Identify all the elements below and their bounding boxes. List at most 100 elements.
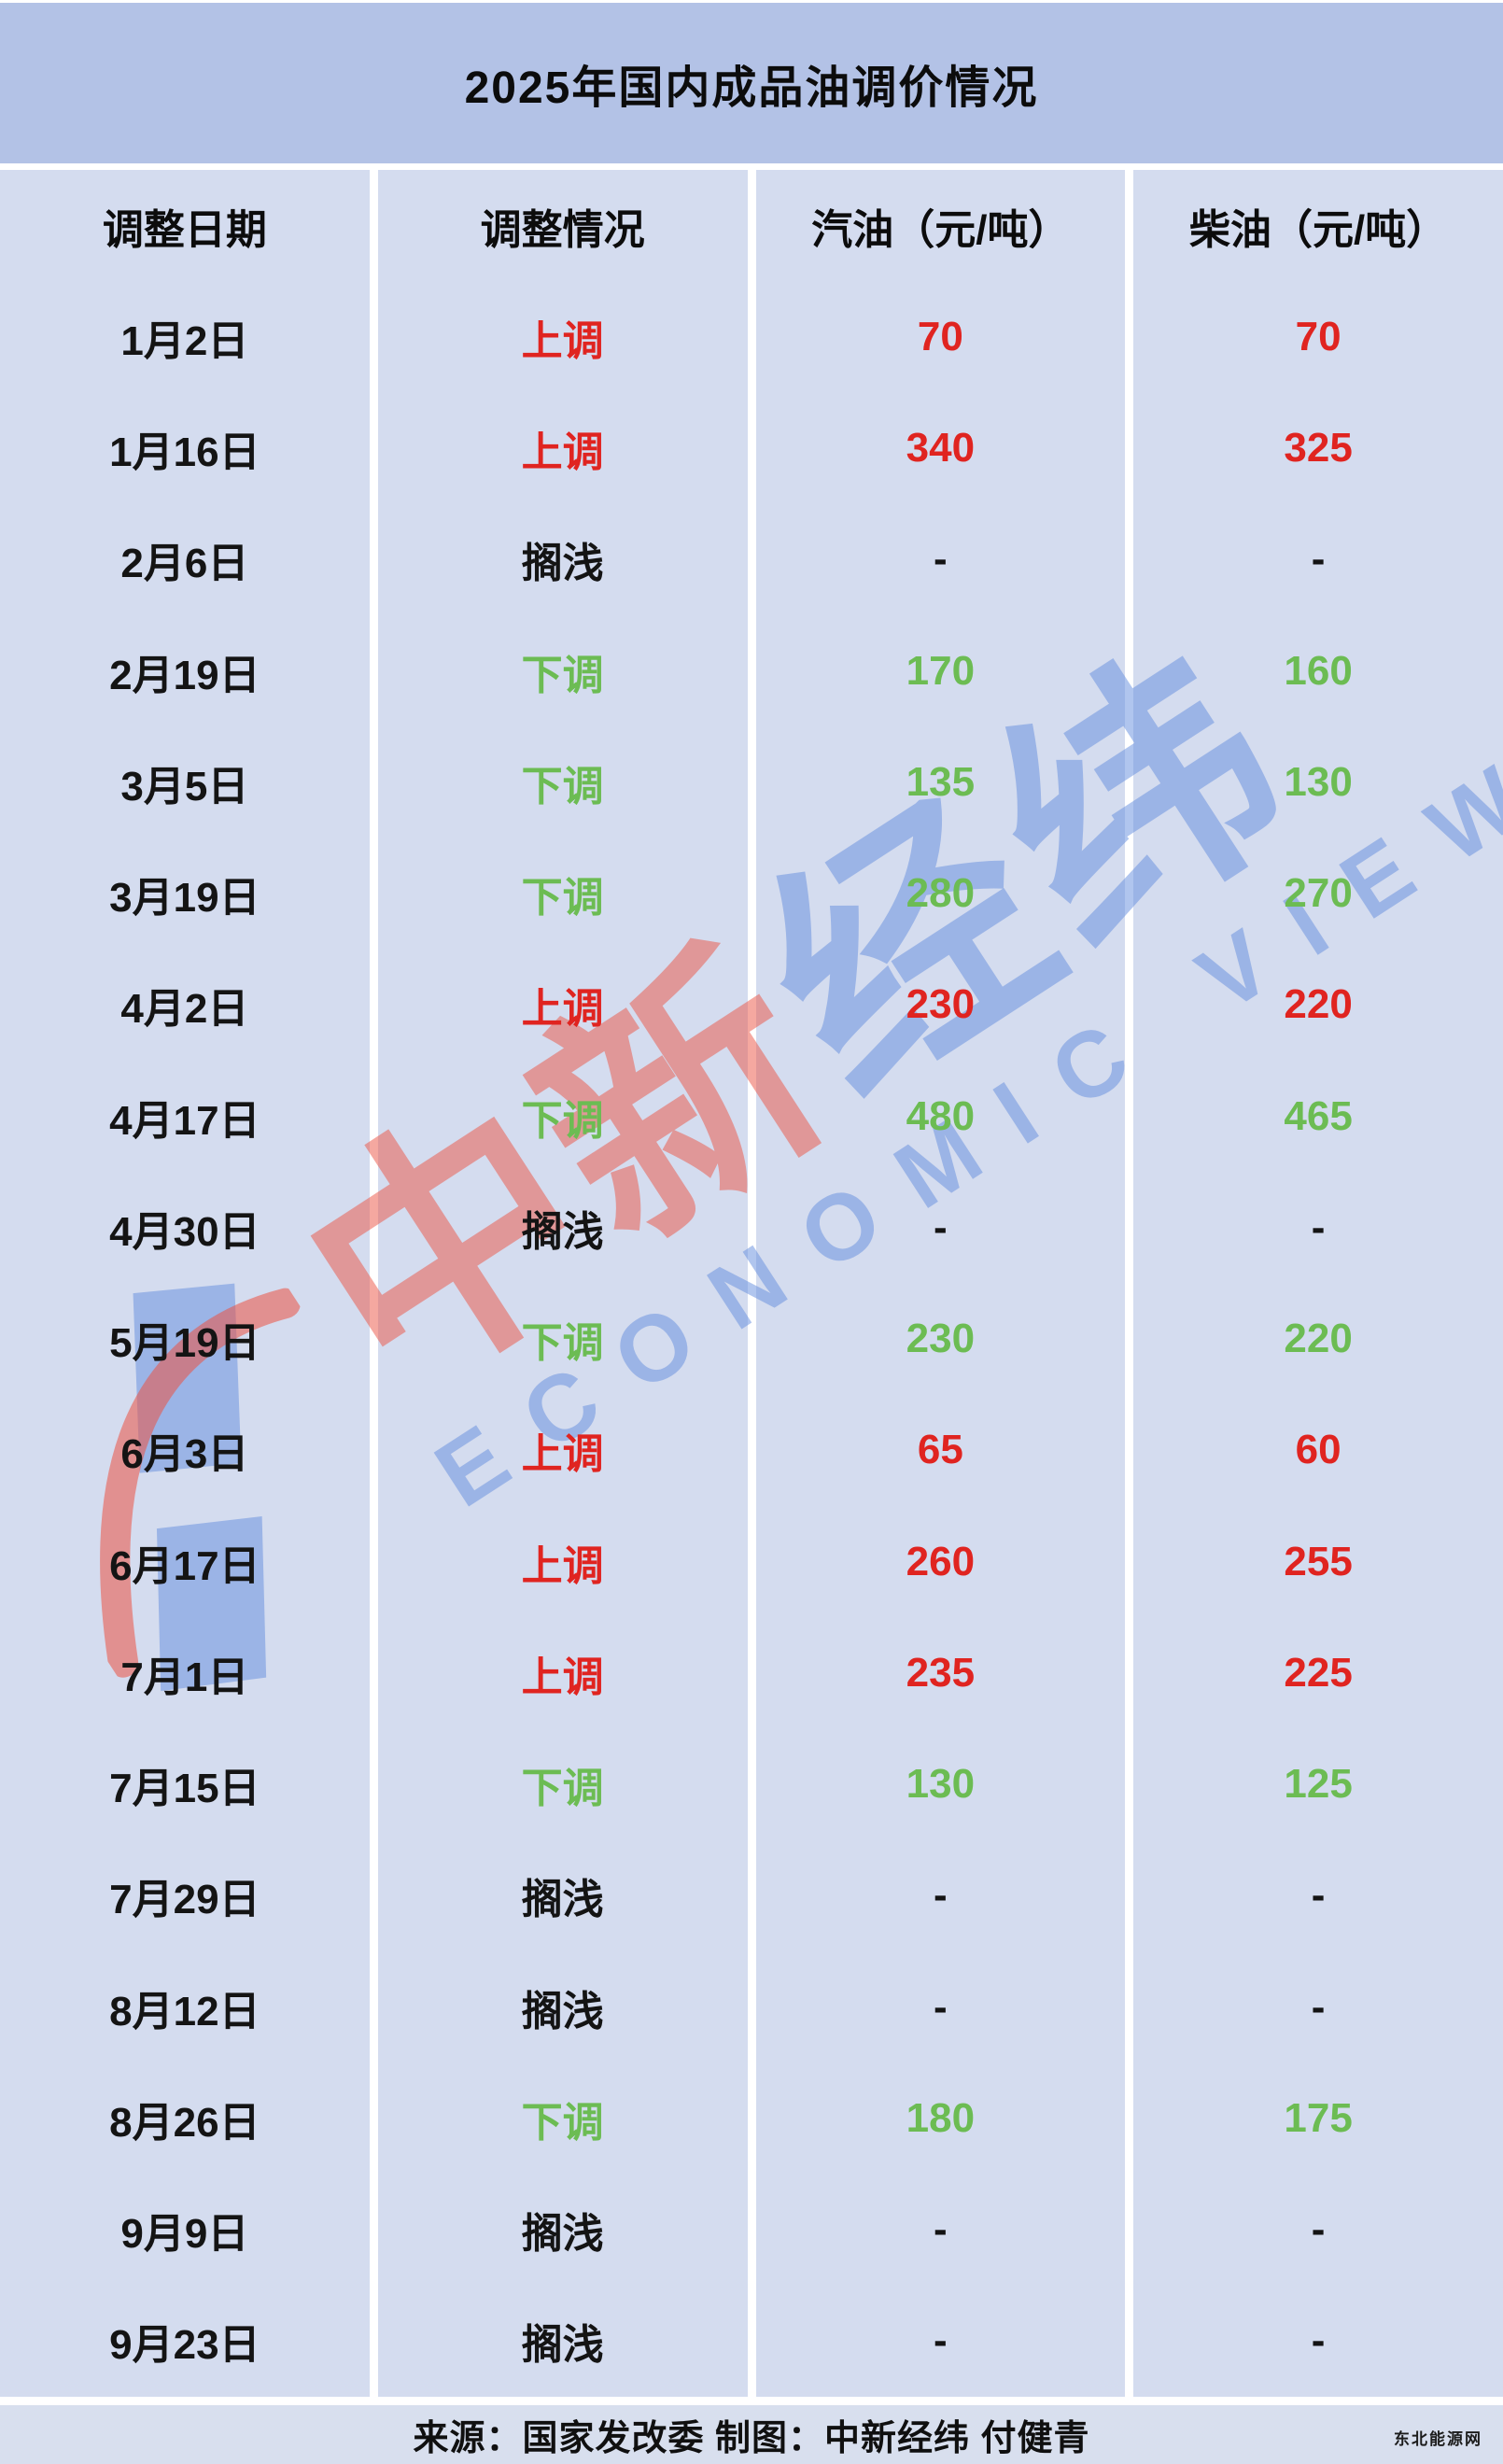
table-cell: 70 (756, 281, 1126, 392)
table-cell: 325 (1133, 393, 1503, 504)
cell-gasoline: 130 (906, 1761, 976, 1808)
table-cell: - (1133, 1172, 1503, 1283)
cell-gasoline: - (934, 1204, 948, 1250)
table-cell: 1月16日 (0, 393, 370, 504)
table-cell: 下调 (378, 838, 748, 950)
cell-status: 搁浅 (521, 1877, 604, 1923)
cell-gasoline: - (934, 1983, 948, 2030)
table-cell: 上调 (378, 1617, 748, 1728)
table-cell: 130 (1133, 726, 1503, 838)
cell-status: 下调 (521, 763, 604, 810)
cell-date: 7月1日 (120, 1654, 249, 1700)
table-cell: - (1133, 504, 1503, 615)
table-cell: 65 (756, 1395, 1126, 1506)
cell-date: 8月12日 (109, 1988, 260, 2035)
cell-gasoline: - (934, 2206, 948, 2253)
cell-date: 2月6日 (120, 541, 249, 587)
cell-diesel: - (1311, 1204, 1326, 1250)
table-cell: 340 (756, 393, 1126, 504)
table-cell: 160 (1133, 615, 1503, 726)
cell-status: 上调 (521, 1431, 604, 1478)
table-cell: 上调 (378, 1506, 748, 1617)
cell-status: 下调 (521, 2099, 604, 2146)
cell-gasoline: 170 (906, 647, 976, 694)
header-cell: 调整日期 (0, 170, 370, 281)
column-diesel: 柴油（元/吨） 70 325 - 160 130 270 220 465 - 220 60 255 22… (1133, 170, 1503, 2397)
cell-date: 3月19日 (109, 875, 260, 922)
table-cell: - (756, 2175, 1126, 2286)
table-cell: 255 (1133, 1506, 1503, 1617)
header-cell: 调整情况 (378, 170, 748, 281)
header-cell: 柴油（元/吨） (1133, 170, 1503, 281)
cell-gasoline: 235 (906, 1649, 976, 1696)
table-cell: 175 (1133, 2063, 1503, 2174)
column-header-status: 调整情况 (480, 206, 645, 253)
cell-gasoline: - (934, 536, 948, 583)
table-cell: 6月3日 (0, 1395, 370, 1506)
table-cell: 搁浅 (378, 2175, 748, 2286)
table-cell: 125 (1133, 1729, 1503, 1840)
cell-gasoline: 180 (906, 2094, 976, 2141)
cell-date: 6月3日 (120, 1431, 249, 1478)
cell-date: 8月26日 (109, 2099, 260, 2146)
table-cell: 220 (1133, 1284, 1503, 1395)
cell-diesel: - (1311, 536, 1326, 583)
cell-date: 7月29日 (109, 1877, 260, 1923)
table-cell: 3月19日 (0, 838, 370, 950)
table-cell: - (1133, 1951, 1503, 2063)
table-cell: 下调 (378, 726, 748, 838)
cell-status: 下调 (521, 652, 604, 698)
cell-gasoline: 65 (917, 1427, 963, 1473)
cell-status: 下调 (521, 1097, 604, 1144)
cell-status: 搁浅 (521, 1208, 604, 1255)
cell-diesel: 125 (1284, 1761, 1353, 1808)
column-date: 调整日期 1月2日 1月16日 2月6日 2月19日 3月5日 3月19日 4月2日 4月17… (0, 170, 370, 2397)
cell-diesel: 465 (1284, 1092, 1353, 1139)
table-cell: 170 (756, 615, 1126, 726)
cell-status: 搁浅 (521, 2322, 604, 2369)
cell-gasoline: 340 (906, 425, 976, 472)
table-cell: 280 (756, 838, 1126, 950)
table-cell: - (756, 2286, 1126, 2397)
cell-date: 4月2日 (120, 986, 249, 1033)
cell-status: 上调 (521, 317, 604, 364)
table-cell: 235 (756, 1617, 1126, 1728)
table-cell: 8月12日 (0, 1951, 370, 2063)
table-cell: 60 (1133, 1395, 1503, 1506)
cell-diesel: 325 (1284, 425, 1353, 472)
table-cell: 260 (756, 1506, 1126, 1617)
header-cell: 汽油（元/吨） (756, 170, 1126, 281)
cell-status: 下调 (521, 1766, 604, 1812)
cell-date: 1月16日 (109, 429, 260, 476)
table-cell: 135 (756, 726, 1126, 838)
table-cell: 搁浅 (378, 2286, 748, 2397)
column-header-date: 调整日期 (102, 206, 267, 253)
cell-status: 上调 (521, 986, 604, 1033)
table-cell: 搁浅 (378, 504, 748, 615)
cell-date: 4月17日 (109, 1097, 260, 1144)
table-cell: 230 (756, 1284, 1126, 1395)
cell-date: 4月30日 (109, 1208, 260, 1255)
table-cell: 230 (756, 950, 1126, 1061)
cell-gasoline: 70 (917, 313, 963, 359)
cell-date: 6月17日 (109, 1542, 260, 1589)
page-title: 2025年国内成品油调价情况 (464, 63, 1039, 113)
cell-diesel: 70 (1295, 313, 1341, 359)
table-cell: 下调 (378, 615, 748, 726)
cell-gasoline: 230 (906, 1316, 976, 1362)
cell-date: 9月23日 (109, 2322, 260, 2369)
cell-diesel: 220 (1284, 1316, 1353, 1362)
table-cell: 130 (756, 1729, 1126, 1840)
title-band: 2025年国内成品油调价情况 (0, 3, 1503, 163)
cell-diesel: 175 (1284, 2094, 1353, 2141)
cell-date: 2月19日 (109, 652, 260, 698)
table-cell: 4月17日 (0, 1061, 370, 1172)
table-cell: - (756, 1840, 1126, 1951)
cell-status: 上调 (521, 429, 604, 476)
footer-credit: 来源：国家发改委 制图：中新经纬 付健青 (413, 2419, 1090, 2458)
cell-diesel: - (1311, 2317, 1326, 2364)
cell-date: 9月9日 (120, 2211, 249, 2258)
cell-date: 3月5日 (120, 763, 249, 810)
cell-gasoline: - (934, 2317, 948, 2364)
